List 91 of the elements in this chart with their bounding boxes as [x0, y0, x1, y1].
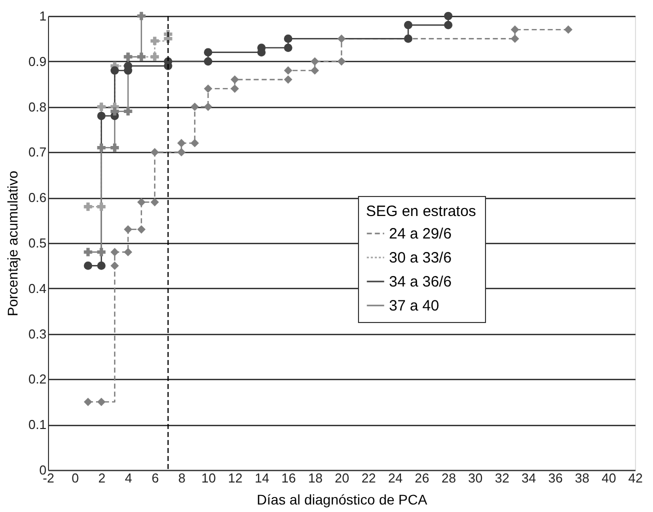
x-tick-label: 8: [178, 470, 186, 486]
legend-title: SEG en estratos: [366, 203, 476, 220]
point: [444, 20, 452, 30]
x-tick-label: 2: [98, 470, 106, 486]
x-tick-label: 36: [548, 470, 563, 486]
point: [124, 107, 132, 116]
y-axis-title: Porcentaje acumulativo: [4, 170, 20, 316]
point: [230, 84, 239, 93]
point: [124, 248, 132, 256]
point: [97, 102, 106, 111]
point: [337, 57, 346, 66]
point: [150, 36, 159, 46]
x-tick-label: 12: [228, 470, 243, 486]
x-tick-label: 26: [414, 470, 430, 486]
point: [137, 52, 146, 62]
point: [110, 143, 119, 152]
y-tick-label: 0.8: [28, 99, 46, 114]
legend-label: 34 a 36/6: [389, 274, 452, 290]
point: [230, 75, 239, 84]
point: [137, 225, 146, 234]
point: [444, 12, 452, 20]
point: [84, 248, 92, 256]
x-tick-label: 42: [628, 470, 643, 486]
point: [84, 398, 92, 406]
legend-label: 30 a 33/6: [389, 250, 452, 266]
point: [190, 102, 199, 111]
point: [204, 48, 212, 56]
x-tick-label: 32: [494, 470, 510, 486]
x-axis-title: Días al diagnóstico de PCA: [256, 492, 428, 508]
y-tick-label: 0.9: [28, 54, 46, 69]
point: [150, 52, 159, 62]
point: [124, 225, 132, 234]
point: [310, 57, 319, 66]
x-tick-label: 0: [72, 470, 79, 486]
x-tick-label: 18: [308, 470, 323, 486]
y-tick-label: 0.3: [28, 326, 46, 342]
point: [204, 84, 212, 93]
x-tick-label: 28: [441, 470, 456, 486]
point: [337, 34, 346, 43]
x-tick-label: 20: [334, 470, 350, 486]
point: [84, 262, 92, 270]
point: [110, 262, 119, 270]
point: [404, 20, 412, 30]
point: [137, 198, 146, 206]
x-tick-label: 14: [254, 470, 270, 486]
point: [110, 66, 119, 75]
x-tick-label: 4: [124, 470, 132, 486]
point: [97, 398, 106, 406]
point: [84, 202, 92, 211]
x-tick-label: 6: [152, 470, 159, 486]
point: [510, 25, 520, 34]
point: [97, 112, 106, 120]
point: [150, 198, 159, 206]
point: [204, 102, 212, 111]
x-tick-label: 40: [602, 470, 616, 486]
point: [150, 148, 159, 156]
x-tick-label: 16: [281, 470, 296, 486]
x-tick-label: 38: [574, 470, 590, 486]
x-tick-label: 10: [201, 470, 216, 486]
point: [177, 138, 186, 148]
y-tick-label: 1: [39, 8, 46, 24]
point: [97, 248, 106, 256]
legend-label: 37 a 40: [389, 298, 440, 314]
point: [110, 107, 119, 116]
point: [190, 138, 199, 148]
x-tick-label: 22: [361, 470, 376, 486]
point: [284, 66, 292, 75]
x-tick-label: 34: [522, 470, 536, 486]
point: [97, 143, 106, 152]
y-tick-label: 0.6: [28, 190, 46, 206]
point: [510, 34, 520, 43]
x-tick-label: 24: [388, 470, 403, 486]
y-tick-label: 0.2: [28, 372, 46, 387]
point: [284, 44, 292, 52]
point: [284, 75, 292, 84]
x-tick-label: 30: [468, 470, 483, 486]
legend-label: 24 a 29/6: [389, 226, 452, 242]
point: [204, 57, 212, 66]
point: [310, 66, 319, 75]
y-tick-label: 0.7: [28, 144, 46, 160]
point: [110, 248, 119, 256]
y-tick-label: 0.4: [28, 280, 46, 296]
point: [284, 34, 292, 43]
point: [404, 34, 412, 43]
point: [177, 148, 186, 156]
y-tick-label: 0.5: [28, 236, 46, 250]
point: [564, 25, 572, 34]
point: [97, 262, 106, 270]
y-tick-label: 0.1: [28, 417, 46, 432]
point: [137, 12, 146, 20]
point: [97, 202, 106, 211]
